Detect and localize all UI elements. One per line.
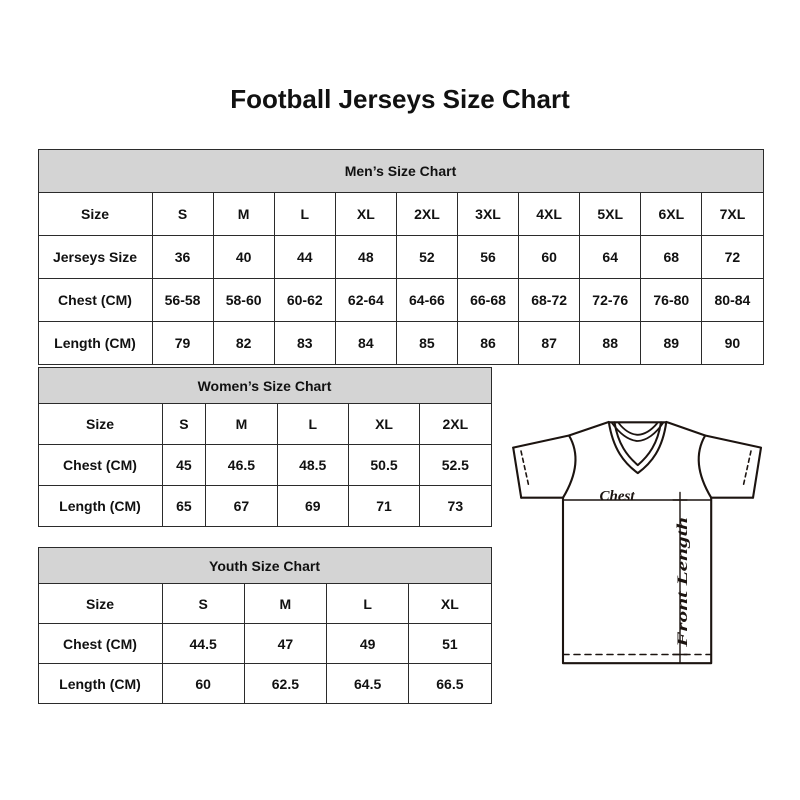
svg-text:Chest: Chest <box>599 488 635 504</box>
svg-text:Front Length: Front Length <box>675 517 691 649</box>
